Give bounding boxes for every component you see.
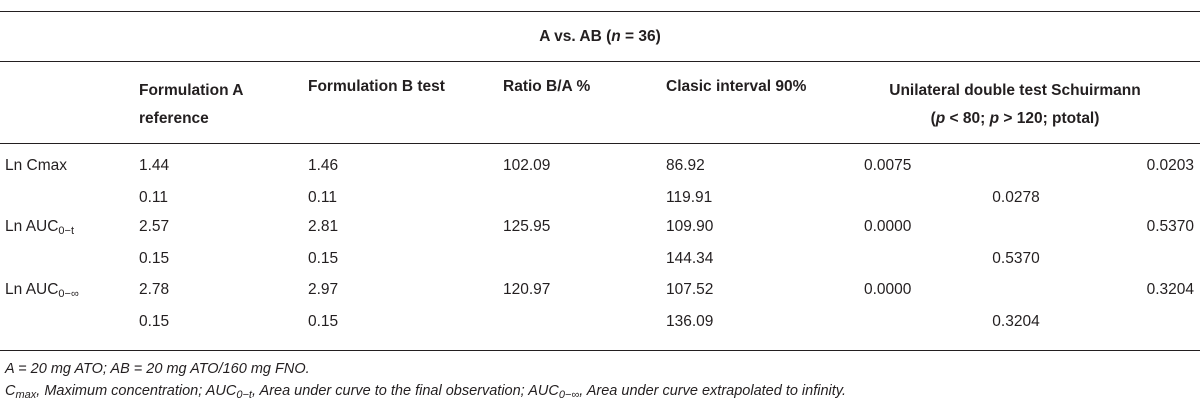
- schuirmann-p2: p: [989, 110, 1000, 127]
- col-header-formulation-b: Formulation B test: [308, 78, 445, 95]
- footnote-auc-inf-def: , Area under curve extrapolated to infin…: [579, 383, 846, 399]
- cell-p-low: 0.0075: [864, 157, 912, 174]
- row-label-text: Ln AUC: [5, 218, 59, 235]
- cell-ratio: 102.09: [503, 157, 551, 174]
- footnote-definitions: Cmax, Maximum concentration; AUC0−t, Are…: [5, 382, 846, 401]
- row-label-sub: 0−t: [58, 225, 75, 237]
- cell-p-high: 0.0203: [1146, 157, 1194, 174]
- footnote-abbreviations: A = 20 mg ATO; AB = 20 mg ATO/160 mg FNO…: [5, 361, 310, 377]
- cell-b-mean: 2.81: [308, 218, 339, 235]
- cell-ratio: 125.95: [503, 218, 551, 235]
- cell-ci-low: 86.92: [666, 157, 705, 174]
- col-header-schuirmann: Unilateral double test Schuirmann (p < 8…: [860, 77, 1170, 133]
- footnote-auc-inf-sub: 0−∞: [558, 389, 580, 401]
- schuirmann-mid2: > 120; ptotal): [999, 110, 1100, 127]
- cell-b-sd: 0.15: [308, 250, 339, 267]
- col-header-ratio: Ratio B/A %: [503, 78, 591, 95]
- cell-b-sd: 0.15: [308, 313, 339, 330]
- col-header-schuirmann-line1: Unilateral double test Schuirmann: [889, 82, 1141, 99]
- cell-ci-low: 109.90: [666, 218, 714, 235]
- cell-p-total: 0.0278: [992, 189, 1040, 206]
- row-label: Ln AUC0−∞: [5, 281, 79, 300]
- cell-p-low: 0.0000: [864, 281, 912, 298]
- footnote-auc-t-def: , Area under curve to the final observat…: [252, 383, 559, 399]
- cell-a-sd: 0.11: [139, 189, 169, 206]
- col-header-formulation-a-line2: reference: [139, 110, 209, 127]
- cell-p-high: 0.5370: [1146, 218, 1194, 235]
- schuirmann-p1: p: [935, 110, 946, 127]
- group-header-n: n: [611, 28, 621, 45]
- footnote-cmax-def: , Maximum concentration; AUC: [36, 383, 237, 399]
- cell-a-mean: 2.78: [139, 281, 170, 298]
- group-header-prefix: A vs. AB (: [539, 28, 612, 45]
- bottom-rule: [0, 350, 1200, 351]
- row-label: Ln AUC0−t: [5, 218, 75, 237]
- cell-a-mean: 1.44: [139, 157, 170, 174]
- row-label-text: Ln Cmax: [5, 157, 68, 174]
- col-header-clasic-interval: Clasic interval 90%: [666, 78, 807, 95]
- cell-ci-low: 107.52: [666, 281, 714, 298]
- footnote-auc-t-sub: 0−t: [236, 389, 252, 401]
- cell-p-total: 0.5370: [992, 250, 1040, 267]
- cell-a-mean: 2.57: [139, 218, 170, 235]
- cell-p-high: 0.3204: [1146, 281, 1194, 298]
- footnote-cmax-sub: max: [15, 389, 37, 401]
- cell-a-sd: 0.15: [139, 313, 170, 330]
- schuirmann-mid1: < 80;: [945, 110, 990, 127]
- column-header-rule: [0, 143, 1200, 144]
- cell-a-sd: 0.15: [139, 250, 170, 267]
- cell-ci-high: 136.09: [666, 313, 714, 330]
- row-label-sub: 0−∞: [58, 288, 79, 300]
- top-rule: [0, 11, 1200, 12]
- cell-b-mean: 1.46: [308, 157, 339, 174]
- group-header: A vs. AB (n = 36): [0, 28, 1200, 46]
- cell-ratio: 120.97: [503, 281, 551, 298]
- col-header-formulation-a-line1: Formulation A: [139, 82, 244, 99]
- schuirmann-open: (: [930, 110, 936, 127]
- cell-p-total: 0.3204: [992, 313, 1040, 330]
- cell-ci-high: 144.34: [666, 250, 714, 267]
- cell-p-low: 0.0000: [864, 218, 912, 235]
- group-header-suffix: = 36): [620, 28, 661, 45]
- col-header-formulation-a: Formulation A reference: [139, 77, 243, 133]
- row-label-text: Ln AUC: [5, 281, 59, 298]
- footnote-cmax: C: [5, 383, 16, 399]
- cell-ci-high: 119.91: [666, 189, 713, 206]
- col-header-schuirmann-line2: (p < 80; p > 120; ptotal): [860, 105, 1170, 133]
- group-header-rule: [0, 61, 1200, 62]
- cell-b-mean: 2.97: [308, 281, 339, 298]
- row-label: Ln Cmax: [5, 157, 67, 175]
- cell-b-sd: 0.11: [308, 189, 338, 206]
